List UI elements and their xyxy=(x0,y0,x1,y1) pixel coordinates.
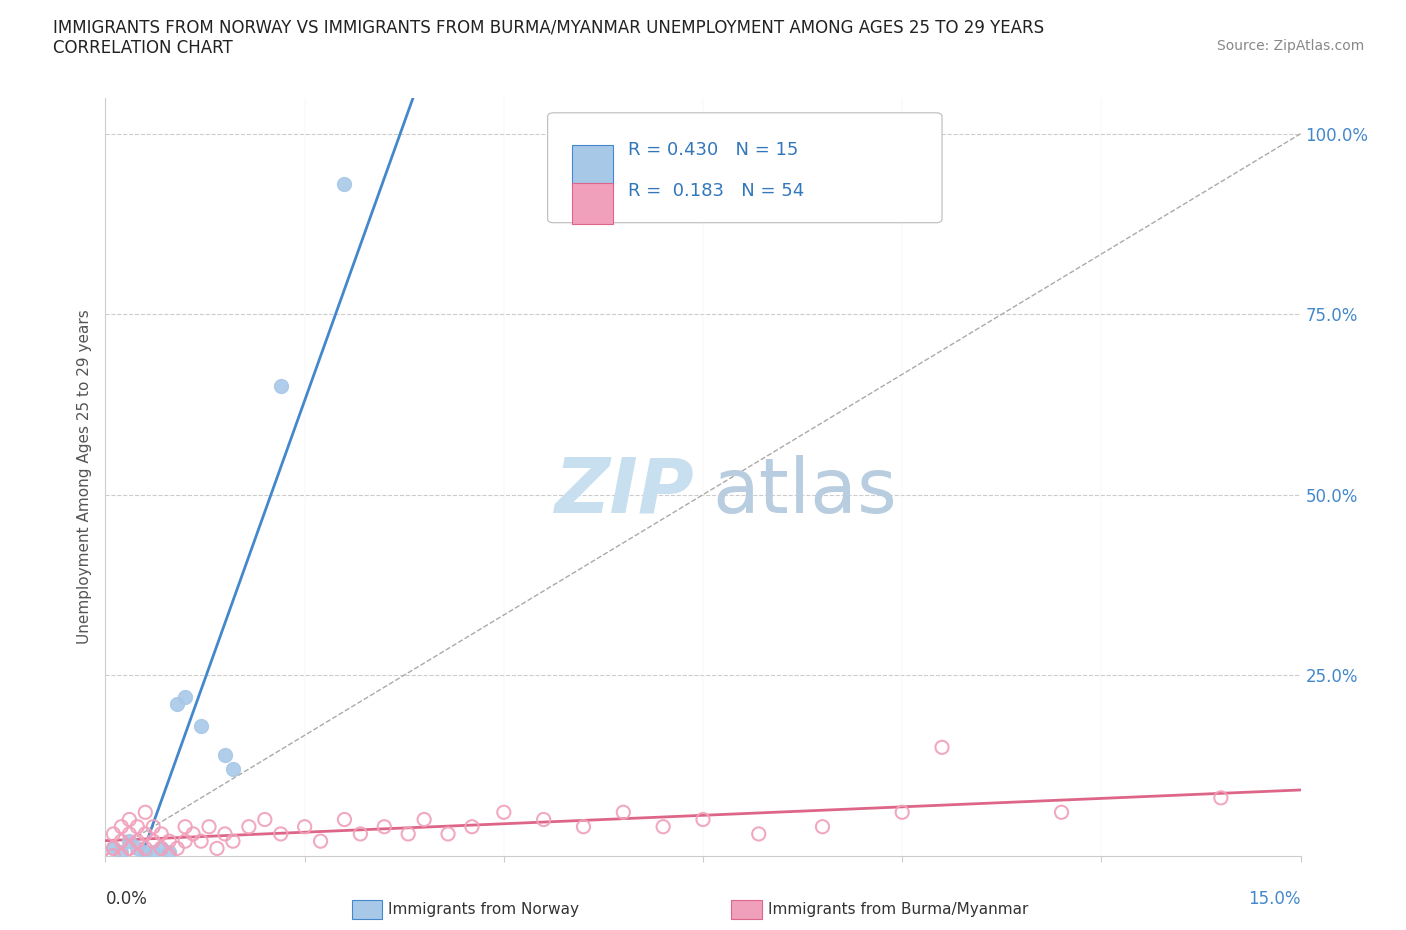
Point xyxy=(166,697,188,711)
Point xyxy=(157,844,180,859)
Text: ZIP: ZIP xyxy=(555,455,695,529)
Point xyxy=(333,177,356,192)
Text: 0.0%: 0.0% xyxy=(105,890,148,908)
FancyBboxPatch shape xyxy=(547,113,942,222)
Point xyxy=(198,819,221,834)
Point xyxy=(238,819,260,834)
Point xyxy=(150,827,173,842)
Point xyxy=(150,841,173,856)
Y-axis label: Unemployment Among Ages 25 to 29 years: Unemployment Among Ages 25 to 29 years xyxy=(76,310,91,644)
Point xyxy=(1209,790,1232,805)
Point xyxy=(103,841,125,856)
Text: Immigrants from Burma/Myanmar: Immigrants from Burma/Myanmar xyxy=(768,902,1028,917)
Point xyxy=(118,812,141,827)
Point xyxy=(142,819,165,834)
Point xyxy=(748,827,770,842)
Point xyxy=(174,689,197,704)
Point xyxy=(118,841,141,856)
Point xyxy=(437,827,460,842)
Bar xyxy=(571,145,613,187)
Point xyxy=(214,827,236,842)
Point xyxy=(205,841,228,856)
Text: R = 0.430   N = 15: R = 0.430 N = 15 xyxy=(627,141,799,159)
Point xyxy=(174,819,197,834)
Point xyxy=(127,848,149,863)
Point xyxy=(461,819,484,834)
Point xyxy=(110,848,132,863)
Point xyxy=(110,844,132,859)
Point xyxy=(572,819,595,834)
Point xyxy=(118,833,141,848)
Point xyxy=(811,819,834,834)
Point xyxy=(103,827,125,842)
Point xyxy=(150,841,173,856)
Text: Immigrants from Norway: Immigrants from Norway xyxy=(388,902,579,917)
Point xyxy=(270,827,292,842)
Point xyxy=(157,833,180,848)
Point xyxy=(373,819,395,834)
Point xyxy=(110,833,132,848)
Point xyxy=(127,841,149,856)
Point xyxy=(492,804,515,819)
Point xyxy=(157,848,180,863)
Point xyxy=(533,812,555,827)
Point xyxy=(190,833,212,848)
Point xyxy=(931,740,953,755)
Point xyxy=(222,833,245,848)
Text: 15.0%: 15.0% xyxy=(1249,890,1301,908)
Point xyxy=(103,841,125,856)
Bar xyxy=(571,182,613,224)
Point xyxy=(222,762,245,777)
Point xyxy=(396,827,419,842)
Text: R =  0.183   N = 54: R = 0.183 N = 54 xyxy=(627,182,804,200)
Point xyxy=(134,827,156,842)
Point xyxy=(118,827,141,842)
Point xyxy=(174,833,197,848)
Point xyxy=(181,827,204,842)
Point xyxy=(190,718,212,733)
Point xyxy=(253,812,276,827)
Point xyxy=(110,819,132,834)
Point xyxy=(142,844,165,859)
Point xyxy=(134,841,156,856)
Point xyxy=(1050,804,1073,819)
Text: atlas: atlas xyxy=(713,455,897,529)
Point xyxy=(214,747,236,762)
Point xyxy=(349,827,371,842)
Point xyxy=(652,819,675,834)
Point xyxy=(166,841,188,856)
Point xyxy=(309,833,332,848)
Text: IMMIGRANTS FROM NORWAY VS IMMIGRANTS FROM BURMA/MYANMAR UNEMPLOYMENT AMONG AGES : IMMIGRANTS FROM NORWAY VS IMMIGRANTS FRO… xyxy=(53,19,1045,36)
Point xyxy=(103,848,125,863)
Text: Source: ZipAtlas.com: Source: ZipAtlas.com xyxy=(1216,39,1364,53)
Point xyxy=(333,812,356,827)
Point xyxy=(891,804,914,819)
Point xyxy=(127,833,149,848)
Point xyxy=(134,844,156,859)
Point xyxy=(692,812,714,827)
Point xyxy=(142,833,165,848)
Point xyxy=(270,379,292,393)
Point xyxy=(134,804,156,819)
Point xyxy=(127,819,149,834)
Text: CORRELATION CHART: CORRELATION CHART xyxy=(53,39,233,57)
Point xyxy=(294,819,316,834)
Point xyxy=(612,804,634,819)
Point xyxy=(413,812,436,827)
